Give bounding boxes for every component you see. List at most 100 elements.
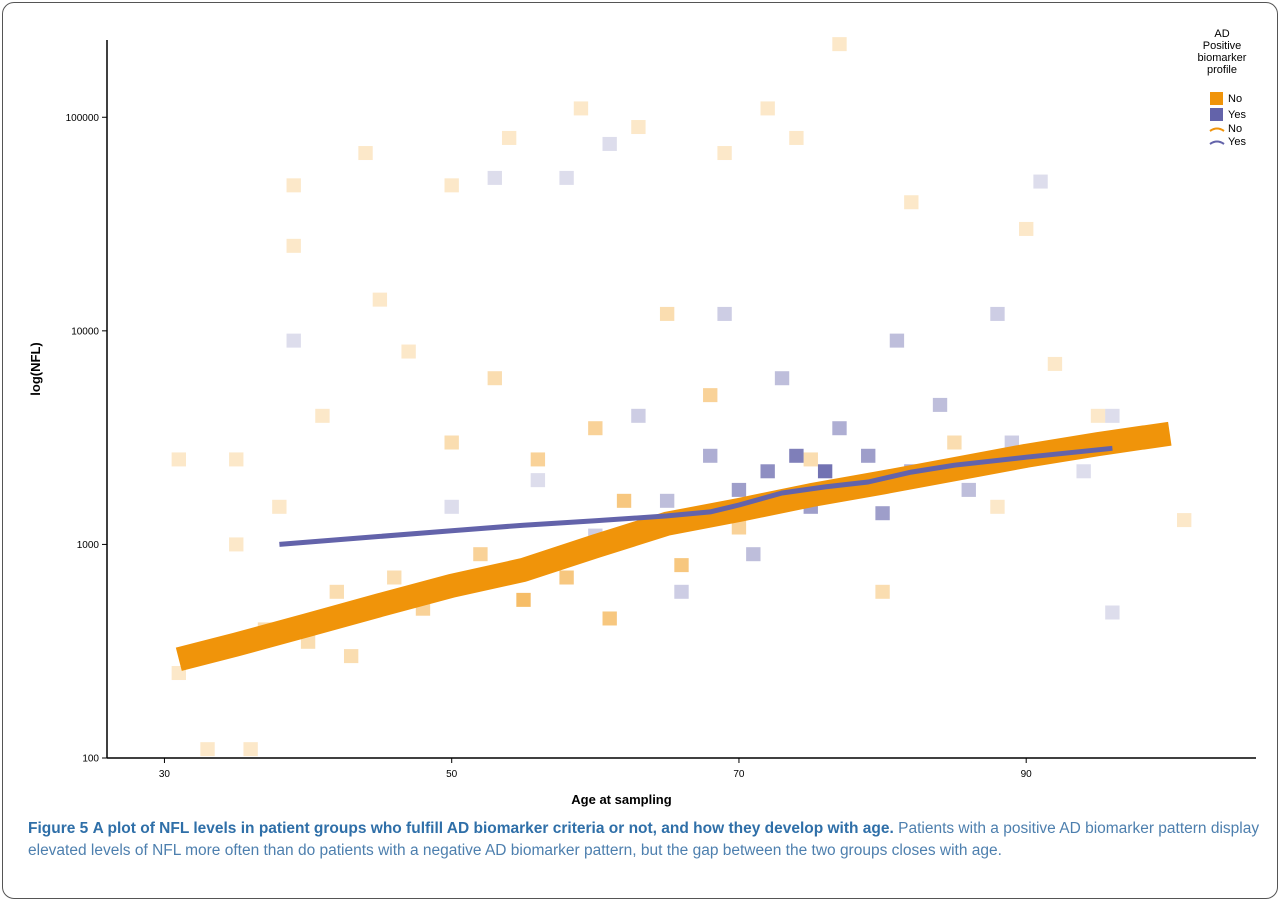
y-axis-title: log(NFL) — [28, 342, 43, 395]
density-bin-yes — [444, 499, 459, 514]
density-bin-no — [559, 570, 574, 585]
density-bin-yes — [990, 306, 1005, 321]
density-bin-yes — [861, 448, 876, 463]
density-bin-no — [200, 742, 215, 757]
density-bin-yes — [746, 547, 761, 562]
axes-group: 30 50 70 90 100 1000 10000 100000 Age at samplin… — [28, 40, 1256, 807]
density-bin-yes — [760, 464, 775, 479]
density-bin-yes — [674, 584, 689, 599]
density-bin-no — [1019, 221, 1034, 236]
density-bin-yes — [817, 464, 833, 479]
density-bin-no — [789, 130, 804, 145]
density-bin-no — [803, 452, 818, 467]
density-bin-yes — [631, 408, 646, 423]
density-bin-no — [343, 649, 359, 664]
density-bin-yes — [1033, 174, 1048, 189]
bins-yes-group — [286, 136, 1120, 620]
legend-line-no — [1209, 127, 1225, 132]
density-bin-no — [659, 306, 675, 321]
density-bin-yes — [717, 306, 732, 321]
density-bin-no — [616, 493, 632, 508]
density-bin-no — [875, 584, 890, 599]
density-bin-yes — [731, 482, 747, 497]
density-bin-no — [674, 558, 689, 573]
density-bin-no — [329, 584, 344, 599]
legend-title-line: biomarker — [1198, 52, 1247, 64]
density-bin-yes — [659, 493, 675, 508]
density-bin-yes — [774, 371, 790, 386]
x-axis-title: Age at sampling — [571, 792, 671, 807]
density-bin-yes — [875, 506, 890, 521]
legend-title-line: Positive — [1203, 40, 1242, 52]
x-tick-label: 50 — [446, 769, 458, 780]
density-bin-no — [487, 371, 502, 386]
density-bin-no — [947, 435, 962, 450]
caption-title: A plot of NFL levels in patient groups w… — [92, 820, 894, 837]
density-bin-no — [717, 146, 732, 161]
density-bin-no — [401, 344, 416, 359]
y-tick-label: 1000 — [77, 540, 100, 551]
density-bin-yes — [559, 170, 574, 185]
density-bin-no — [832, 37, 847, 52]
density-bin-no — [588, 421, 603, 436]
density-bin-no — [243, 742, 258, 757]
density-bin-no — [602, 611, 617, 626]
caption-label: Figure 5 — [28, 820, 89, 837]
density-bin-yes — [703, 448, 718, 463]
density-bin-no — [358, 146, 373, 161]
density-bin-yes — [487, 170, 502, 185]
legend-line-yes — [1209, 140, 1225, 145]
density-bin-no — [387, 570, 402, 585]
density-bin-no — [573, 101, 589, 116]
density-bin-no — [315, 408, 330, 423]
y-tick-label: 100000 — [66, 113, 100, 124]
density-bin-no — [1177, 513, 1192, 528]
density-bin-no — [760, 101, 775, 116]
density-bin-no — [1090, 408, 1106, 423]
figure-caption: Figure 5 A plot of NFL levels in patient… — [28, 818, 1260, 862]
density-bin-no — [171, 452, 186, 467]
legend-label-no: No — [1228, 93, 1242, 105]
density-bin-no — [1047, 356, 1063, 371]
density-bin-no — [501, 130, 517, 145]
x-tick-label: 90 — [1021, 769, 1033, 780]
legend-label-yes: Yes — [1228, 109, 1246, 121]
density-bin-no — [444, 435, 459, 450]
x-tick-label: 70 — [733, 769, 745, 780]
density-bin-no — [516, 592, 531, 607]
legend-line-label-yes: Yes — [1228, 136, 1246, 148]
density-bin-no — [904, 195, 919, 210]
density-bin-no — [731, 520, 747, 535]
density-bin-no — [229, 537, 244, 552]
y-tick-label: 100 — [82, 754, 99, 765]
legend-title-line: profile — [1207, 64, 1237, 76]
density-bin-no — [229, 452, 244, 467]
legend-title-line: AD — [1214, 28, 1229, 40]
bins-no-group — [171, 37, 1192, 757]
density-bin-no — [286, 238, 301, 253]
density-bin-no — [631, 120, 646, 135]
density-bin-yes — [932, 397, 948, 412]
density-bin-yes — [789, 448, 804, 463]
density-bin-no — [444, 178, 459, 193]
density-bin-yes — [1105, 408, 1120, 423]
density-bin-no — [530, 452, 546, 467]
density-bin-no — [286, 178, 301, 193]
trend-line-yes — [279, 445, 1113, 547]
density-bin-yes — [961, 482, 976, 497]
density-bin-no — [473, 547, 488, 562]
caption-body: Patients with a positive AD biomarker pa… — [28, 820, 1260, 859]
density-bin-yes — [602, 136, 617, 151]
density-bin-no — [272, 499, 287, 514]
legend-swatch-yes — [1210, 108, 1223, 121]
y-tick-label: 10000 — [71, 326, 99, 337]
density-bin-yes — [1105, 605, 1120, 620]
density-bin-yes — [889, 333, 905, 348]
x-tick-label: 30 — [159, 769, 171, 780]
legend-swatch-no — [1210, 92, 1223, 105]
trend-line-no — [175, 421, 1172, 671]
density-bin-no — [372, 292, 388, 307]
density-bin-yes — [832, 421, 847, 436]
